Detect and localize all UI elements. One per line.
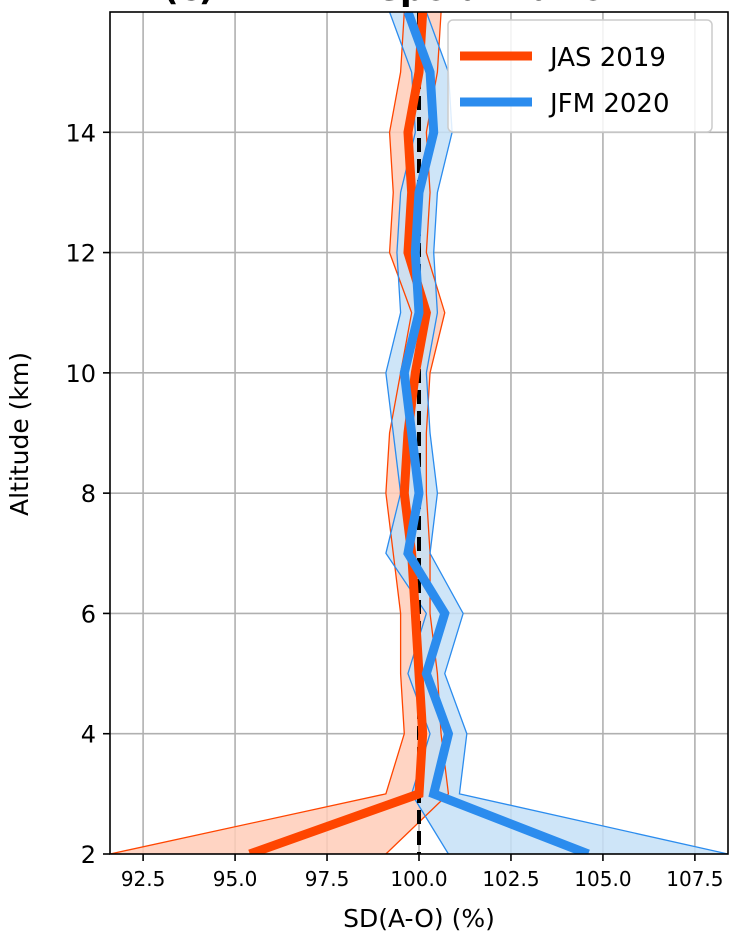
legend-label-1: JAS 2019 <box>548 43 666 73</box>
x-tick-label: 102.5 <box>482 867 539 891</box>
series-line-2 <box>399 12 590 854</box>
y-tick-label: 8 <box>81 480 96 508</box>
x-tick-label: 105.0 <box>574 867 631 891</box>
x-tick-label: 100.0 <box>390 867 447 891</box>
legend: JAS 2019 JFM 2020 <box>447 19 713 133</box>
x-axis-label: SD(A-O) (%) <box>343 904 495 933</box>
series-band-upper-2 <box>425 12 728 854</box>
y-tick-label: 6 <box>81 600 96 628</box>
x-tick-label: 95.0 <box>213 867 258 891</box>
legend-label-2: JFM 2020 <box>548 89 670 119</box>
x-tick-label: 107.5 <box>666 867 723 891</box>
y-tick-label: 12 <box>65 240 96 268</box>
x-tick-label: 97.5 <box>305 867 350 891</box>
y-axis-label: Altitude (km) <box>5 352 34 516</box>
y-tick-label: 2 <box>81 841 96 869</box>
y-tick-label: 14 <box>65 119 96 147</box>
chart-title: (c) FM-B: Depolarization <box>163 0 629 9</box>
series-band-lower-1 <box>110 12 413 854</box>
y-tick-label: 10 <box>65 360 96 388</box>
series-band-2 <box>385 12 728 854</box>
x-tick-label: 92.5 <box>121 867 166 891</box>
y-tick-label: 4 <box>81 721 96 749</box>
